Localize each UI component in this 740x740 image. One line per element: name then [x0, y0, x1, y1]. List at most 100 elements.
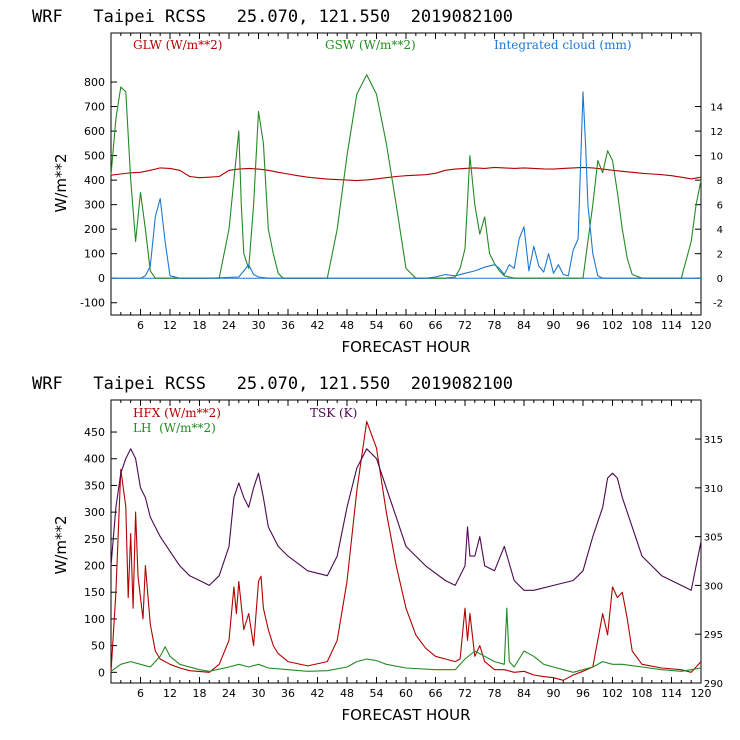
- y2-tick-label: -2: [713, 299, 723, 310]
- chart-1-x-label: FORECAST HOUR: [341, 338, 470, 356]
- y2-tick-label: 4: [717, 225, 723, 236]
- x-tick-label: 102: [602, 687, 623, 700]
- y-tick-label: 200: [84, 560, 105, 573]
- chart-2-y-label: W/m**2: [52, 515, 70, 574]
- x-tick-label: 6: [137, 687, 144, 700]
- x-tick-label: 24: [222, 687, 236, 700]
- x-tick-label: 96: [576, 319, 590, 332]
- y2-tick-label: 315: [704, 435, 723, 446]
- y-tick-label: 100: [84, 613, 105, 626]
- chart-1-plot-frame: [110, 32, 702, 316]
- y2-tick-label: 6: [717, 201, 723, 212]
- x-tick-label: 60: [399, 687, 413, 700]
- y2-tick-label: 8: [717, 176, 723, 187]
- x-tick-label: 108: [632, 319, 653, 332]
- x-tick-label: 120: [691, 319, 712, 332]
- y-tick-label: 450: [84, 426, 105, 439]
- series-line-hfx: [110, 420, 702, 681]
- x-tick-label: 48: [340, 319, 354, 332]
- x-tick-label: 114: [661, 687, 682, 700]
- x-tick-label: 90: [547, 319, 561, 332]
- y2-tick-label: 2: [717, 250, 723, 261]
- x-tick-label: 120: [691, 687, 712, 700]
- series-line-gsw: [110, 74, 702, 279]
- series-line-integrated: [111, 91, 701, 279]
- y2-tick-label: 12: [710, 127, 723, 138]
- y-tick-label: 200: [84, 223, 105, 236]
- chart-1: WRF Taipei RCSS 25.070, 121.550 20190821…: [32, 7, 723, 356]
- x-tick-label: 18: [193, 319, 207, 332]
- chart-2-title: WRF Taipei RCSS 25.070, 121.550 20190821…: [32, 374, 513, 394]
- x-tick-label: 12: [163, 319, 177, 332]
- series-line-tsk: [110, 448, 702, 591]
- y2-tick-label: 10: [710, 152, 723, 163]
- x-tick-label: 48: [340, 687, 354, 700]
- y2-tick-label: 305: [704, 533, 723, 544]
- chart-2-x-ticks: 6 12 18 24 30 36 42 48 54 60 66 72 78 84 90 96 102 108 114…: [120, 400, 712, 700]
- x-tick-label: 114: [661, 319, 682, 332]
- x-tick-label: 6: [137, 319, 144, 332]
- y2-tick-label: 14: [710, 103, 723, 114]
- y-tick-label: 300: [84, 506, 105, 519]
- y-tick-label: 100: [84, 248, 105, 261]
- x-tick-label: 66: [429, 319, 443, 332]
- chart-1-series: [110, 74, 702, 279]
- y-tick-label: 250: [84, 533, 105, 546]
- y2-tick-label: 310: [704, 484, 723, 495]
- y-tick-label: -100: [80, 297, 105, 310]
- y-tick-label: 350: [84, 479, 105, 492]
- chart-1-title: WRF Taipei RCSS 25.070, 121.550 20190821…: [32, 7, 513, 27]
- y-tick-label: 500: [84, 150, 105, 163]
- x-tick-label: 108: [632, 687, 653, 700]
- y-tick-label: 300: [84, 199, 105, 212]
- chart-1-legend-gsw: GSW (W/m**2): [325, 38, 416, 52]
- chart-2-y2-ticks: 290 295 300 305 310 315: [695, 435, 723, 690]
- x-tick-label: 12: [163, 687, 177, 700]
- chart-1-y-ticks: -100 0 100 200 300 400 500 600 700 800: [80, 76, 117, 310]
- y-tick-label: 700: [84, 101, 105, 114]
- x-tick-label: 84: [517, 319, 531, 332]
- chart-1-legend-cloud: Integrated cloud (mm): [494, 38, 632, 52]
- chart-2-legend-lh: LH (W/m**2): [133, 421, 216, 435]
- chart-2-x-label: FORECAST HOUR: [341, 706, 470, 724]
- x-tick-label: 84: [517, 687, 531, 700]
- chart-2: WRF Taipei RCSS 25.070, 121.550 20190821…: [32, 374, 723, 724]
- x-tick-label: 72: [458, 687, 472, 700]
- x-tick-label: 36: [281, 687, 295, 700]
- x-tick-label: 78: [488, 687, 502, 700]
- y-tick-label: 50: [91, 640, 105, 653]
- chart-1-legend-glw: GLW (W/m**2): [133, 38, 222, 52]
- y-tick-label: 600: [84, 125, 105, 138]
- y-tick-label: 0: [98, 272, 105, 285]
- x-tick-label: 96: [576, 687, 590, 700]
- y2-tick-label: 290: [704, 679, 723, 690]
- chart-2-legend-tsk: TSK (K): [310, 406, 357, 420]
- y2-tick-label: 295: [704, 630, 723, 641]
- chart-2-plot-frame: [110, 399, 702, 684]
- y-tick-label: 400: [84, 453, 105, 466]
- chart-1-y2-ticks: -2 0 2 4 6 8 10 12 14: [695, 103, 723, 310]
- x-tick-label: 90: [547, 687, 561, 700]
- y-tick-label: 800: [84, 76, 105, 89]
- x-tick-label: 42: [311, 687, 325, 700]
- x-tick-label: 66: [429, 687, 443, 700]
- x-tick-label: 54: [370, 687, 384, 700]
- chart-2-series: [110, 420, 702, 681]
- y-tick-label: 150: [84, 586, 105, 599]
- chart-2-y-ticks: 0 50 100 150 200 250 300 350 400 450: [84, 426, 117, 679]
- x-tick-label: 54: [370, 319, 384, 332]
- chart-2-legend-hfx: HFX (W/m**2): [133, 406, 221, 420]
- x-tick-label: 60: [399, 319, 413, 332]
- x-tick-label: 78: [488, 319, 502, 332]
- series-line-lh: [110, 607, 702, 673]
- x-tick-label: 24: [222, 319, 236, 332]
- series-line-glw: [110, 166, 702, 182]
- y2-tick-label: 300: [704, 581, 723, 592]
- x-tick-label: 36: [281, 319, 295, 332]
- x-tick-label: 18: [193, 687, 207, 700]
- x-tick-label: 72: [458, 319, 472, 332]
- y2-tick-label: 0: [717, 274, 723, 285]
- x-tick-label: 102: [602, 319, 623, 332]
- y-tick-label: 0: [98, 666, 105, 679]
